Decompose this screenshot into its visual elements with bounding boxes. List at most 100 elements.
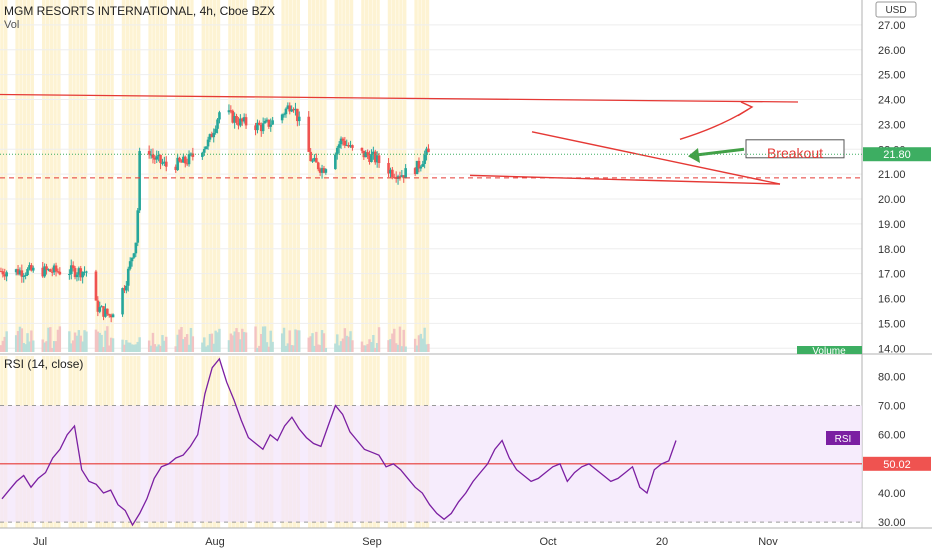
volume-bar xyxy=(104,330,107,352)
candle-body xyxy=(174,166,178,171)
candle-body xyxy=(318,169,322,173)
volume-bar xyxy=(94,329,98,352)
candle-body xyxy=(311,160,314,162)
session-band xyxy=(156,0,160,352)
candle-body xyxy=(334,154,337,170)
volume-bar xyxy=(421,338,424,352)
session-band xyxy=(121,0,126,352)
candle-body xyxy=(288,105,292,112)
currency-label: USD xyxy=(885,5,906,16)
session-band xyxy=(190,0,194,352)
candle-body xyxy=(398,176,402,178)
volume-bar xyxy=(334,343,337,352)
session-band xyxy=(281,0,285,352)
candle-body xyxy=(231,110,235,123)
candle-body xyxy=(400,175,404,177)
session-band xyxy=(395,0,399,352)
breakout-label: Breakout xyxy=(767,145,823,161)
volume-bar xyxy=(269,330,272,352)
price-tick-label: 19.00 xyxy=(878,219,906,231)
candle-body xyxy=(164,161,168,167)
session-band xyxy=(319,0,323,352)
volume-bar xyxy=(47,327,50,352)
session-band xyxy=(262,0,266,352)
volume-bar xyxy=(191,336,195,352)
volume-bar xyxy=(24,344,27,352)
session-band xyxy=(342,0,346,352)
rsi-tag xyxy=(826,431,860,445)
volume-bar xyxy=(425,344,428,352)
session-band xyxy=(213,0,217,352)
candle-body xyxy=(370,153,373,162)
volume-bar xyxy=(83,330,86,352)
volume-bar xyxy=(151,332,155,352)
candle-body xyxy=(147,151,151,155)
candle-body xyxy=(265,119,269,121)
volume-bar xyxy=(138,337,141,352)
candle-body xyxy=(320,168,324,173)
candle-body xyxy=(100,306,103,308)
volume-bar xyxy=(81,341,84,352)
volume-bar xyxy=(229,333,233,352)
volume-bar xyxy=(121,339,124,352)
volume-bar xyxy=(147,340,151,352)
volume-bar xyxy=(364,345,367,352)
candle-body xyxy=(297,116,301,122)
volume-bar xyxy=(347,336,350,352)
candle-body xyxy=(28,265,31,270)
candle-body xyxy=(153,157,157,160)
volume-bar xyxy=(258,345,261,352)
volume-tag xyxy=(797,346,862,354)
volume-bar xyxy=(311,333,314,352)
volume-bar xyxy=(58,326,62,352)
session-band xyxy=(361,0,365,352)
session-band xyxy=(175,0,179,352)
last-price-label: 21.80 xyxy=(883,149,911,161)
volume-bar xyxy=(288,330,291,352)
breakout-green-arrowhead xyxy=(688,148,700,163)
session-band xyxy=(110,0,114,352)
candle-body xyxy=(368,155,371,162)
volume-bar xyxy=(16,331,20,352)
candle-body xyxy=(419,166,423,169)
volume-bar xyxy=(362,345,366,352)
volume-bar xyxy=(123,344,126,352)
candle-body xyxy=(149,154,153,156)
volume-bar xyxy=(180,327,183,352)
candle-body xyxy=(389,169,392,174)
volume-bar xyxy=(43,342,46,352)
candle-body xyxy=(373,151,377,163)
candle-body xyxy=(242,117,246,122)
session-band xyxy=(42,0,46,352)
candle-body xyxy=(20,270,24,277)
candle-body xyxy=(351,145,354,148)
candle-body xyxy=(286,105,290,109)
volume-bar xyxy=(341,338,345,352)
session-band xyxy=(414,0,418,352)
candle-body xyxy=(292,109,295,111)
volume-bar xyxy=(75,335,79,352)
price-tick-label: 25.00 xyxy=(878,70,906,82)
session-band xyxy=(311,0,316,352)
candle-body xyxy=(202,149,206,153)
price-tick-label: 16.00 xyxy=(878,294,906,306)
volume-bar xyxy=(322,333,326,352)
session-band xyxy=(68,0,72,352)
volume-bar xyxy=(71,340,75,352)
candle-body xyxy=(417,160,421,169)
session-band xyxy=(387,0,392,352)
candle-body xyxy=(343,140,347,146)
volume-bar xyxy=(203,337,206,352)
price-tick-label: 24.00 xyxy=(878,95,906,107)
volume-bar xyxy=(244,332,248,352)
volume-bar xyxy=(377,327,381,352)
candle-body xyxy=(239,118,242,126)
breakout-green-arrow xyxy=(691,147,745,157)
volume-bar xyxy=(241,328,244,352)
time-axis-label: Jul xyxy=(33,536,47,548)
volume-bar xyxy=(417,335,421,352)
session-band xyxy=(95,0,99,352)
volume-bar xyxy=(108,345,111,352)
breakout-curve-arrowhead xyxy=(737,101,754,117)
candle-body xyxy=(126,268,130,286)
